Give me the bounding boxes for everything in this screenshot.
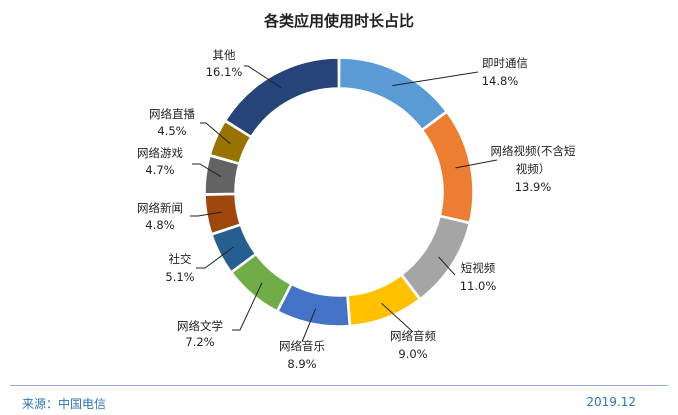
slice-label-7: 网络新闻 (137, 201, 183, 215)
leader-line-2 (438, 256, 456, 276)
slice-value-label-9: 4.5% (157, 124, 186, 138)
slice-value-label-1: 13.9% (515, 180, 552, 194)
leader-line-9 (200, 122, 231, 145)
slice-value-label-3: 9.0% (398, 347, 427, 361)
slice-label-10: 其他 (213, 48, 236, 62)
slice-value-label-2: 11.0% (460, 279, 497, 293)
footer-source: 来源：中国电信 (22, 397, 107, 411)
leader-line-5 (232, 282, 263, 331)
donut-slice-4 (277, 283, 351, 327)
slice-label-4: 网络音乐 (279, 339, 325, 353)
slice-label-6: 社交 (169, 252, 192, 266)
leader-line-10 (244, 65, 282, 89)
slice-label-1-line0: 网络视频(不含短 (491, 144, 576, 158)
donut-slice-6 (211, 224, 257, 273)
slice-label-2: 短视频 (461, 261, 496, 275)
leader-line-7 (190, 211, 222, 217)
leader-line-6 (196, 246, 234, 269)
leader-line-3 (381, 302, 414, 333)
slice-value-label-8: 4.7% (145, 163, 174, 177)
leader-line-8 (192, 163, 222, 178)
slice-label-3: 网络音频 (390, 329, 436, 343)
slice-label-0: 即时通信 (482, 56, 528, 70)
donut-slice-10 (224, 57, 340, 138)
footer-date: 2019.12 (586, 395, 636, 409)
leader-line-0 (392, 71, 479, 87)
donut-slice-8 (204, 155, 240, 195)
slice-value-label-5: 7.2% (185, 335, 214, 349)
footer-divider (10, 385, 668, 386)
slice-value-label-6: 5.1% (165, 270, 194, 284)
slice-label-5: 网络文学 (177, 319, 223, 333)
donut-slice-2 (401, 215, 471, 300)
donut-slice-7 (204, 193, 242, 235)
slice-value-label-10: 16.1% (206, 65, 243, 79)
donut-slice-3 (347, 274, 421, 327)
donut-slice-5 (230, 253, 292, 312)
leader-line-4 (301, 308, 317, 343)
chart-title: 各类应用使用时长占比 (263, 12, 414, 30)
slice-label-8: 网络游戏 (137, 146, 183, 160)
donut-slice-1 (421, 111, 474, 224)
donut-slice-9 (209, 120, 252, 165)
donut-slice-0 (338, 57, 448, 131)
slice-value-label-4: 8.9% (287, 357, 316, 371)
slice-value-label-7: 4.8% (145, 218, 174, 232)
slice-label-1-line1: 视频） (516, 162, 551, 176)
slice-value-label-0: 14.8% (482, 74, 519, 88)
slice-label-9: 网络直播 (149, 107, 195, 121)
leader-line-1 (455, 159, 498, 169)
